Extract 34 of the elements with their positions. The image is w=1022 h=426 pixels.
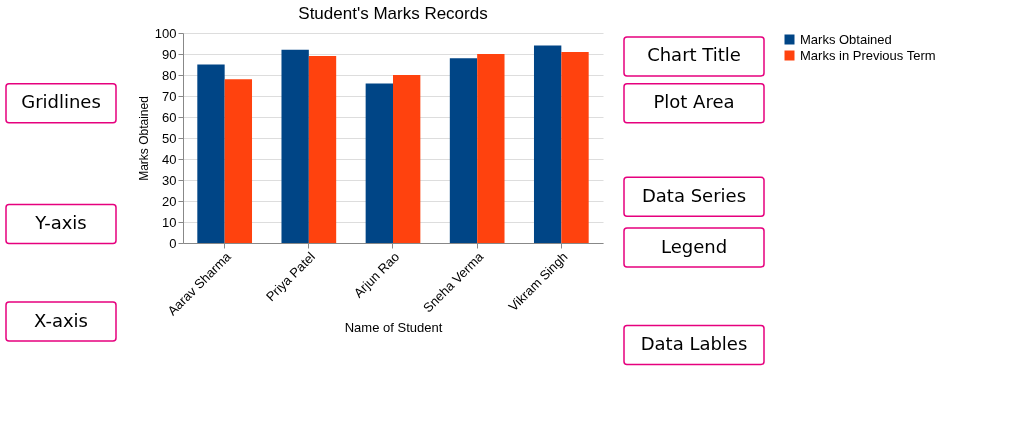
text: X-axis <box>34 309 88 331</box>
y-tick-label: 80 <box>162 67 177 83</box>
chart-title: Student's Marks Records <box>298 4 488 23</box>
y-tick-label: 30 <box>162 172 177 188</box>
y-tick-label: 100 <box>154 25 177 41</box>
bar <box>224 79 253 243</box>
text: Gridlines <box>21 91 101 113</box>
text: Data Lables <box>640 333 748 354</box>
y-tick-label: 0 <box>169 235 177 251</box>
y-tick-label: 20 <box>162 193 177 209</box>
y-tick-label: 70 <box>162 88 177 104</box>
bar <box>197 64 225 243</box>
y-tick-label: 10 <box>162 214 177 230</box>
y-tick-label: 90 <box>162 46 177 62</box>
bar <box>533 45 562 243</box>
y-axis-title: Marks Obtained <box>136 96 151 181</box>
text: Data Series <box>641 184 747 206</box>
x-axis-title: Name of Student <box>344 320 443 336</box>
bar <box>393 75 421 243</box>
bar <box>477 54 505 243</box>
text: Plot Area <box>653 91 735 113</box>
legend-label: Marks in Previous Term <box>800 47 936 63</box>
bar <box>449 58 478 243</box>
y-tick-label: 50 <box>162 130 177 146</box>
bar <box>281 49 309 243</box>
y-tick-label: 60 <box>162 109 177 125</box>
text: Y-axis <box>34 212 87 234</box>
legend-label: Marks Obtained <box>800 31 892 47</box>
text: Legend <box>660 235 728 257</box>
bar <box>308 56 337 243</box>
text: Chart Title <box>647 44 741 66</box>
bar <box>561 51 589 243</box>
bar <box>365 83 393 243</box>
y-tick-label: 40 <box>162 151 177 167</box>
